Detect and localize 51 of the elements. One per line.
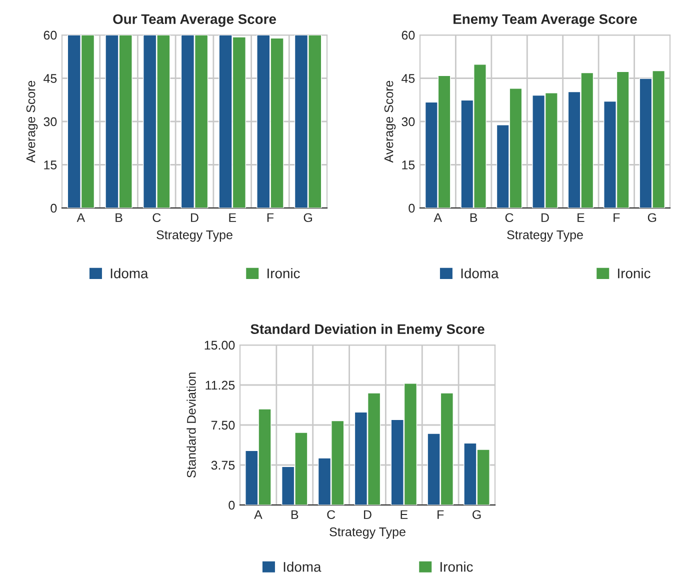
x-tick-label: E (578, 213, 584, 222)
y-tick-label: 45 (402, 74, 415, 83)
x-tick-label: A (434, 213, 442, 222)
y-tick-label: 30 (44, 117, 57, 126)
x-tick-label: E (400, 510, 408, 519)
chart-title: Enemy Team Average Score (454, 14, 637, 27)
y-tick-label: 0 (228, 500, 235, 510)
y-axis-title: Standard Deviation (186, 372, 196, 478)
x-tick-label: E (229, 213, 236, 222)
x-tick-label: G (648, 213, 656, 222)
x-tick-label: D (542, 213, 549, 222)
y-tick-label: 0 (408, 204, 415, 213)
x-axis-title: Strategy Type (507, 230, 583, 242)
x-tick-label: B (470, 213, 478, 222)
y-tick-label: 30 (402, 117, 415, 126)
legend-label: Ironic (440, 562, 473, 572)
legend-label: Ironic (268, 268, 300, 278)
y-tick-label: 60 (44, 30, 57, 40)
y-tick-label: 60 (402, 30, 415, 40)
y-tick-label: 3.75 (211, 460, 235, 470)
x-tick-label: F (267, 213, 274, 222)
x-tick-label: G (304, 213, 312, 222)
x-tick-label: F (438, 510, 444, 519)
y-tick-label: 15 (44, 160, 57, 170)
y-tick-label: 15.00 (204, 340, 235, 350)
x-tick-label: D (364, 510, 372, 519)
y-axis-title: Average Score (384, 80, 396, 163)
legend-label: Idoma (110, 268, 148, 278)
x-tick-label: C (152, 213, 161, 222)
x-tick-label: B (116, 213, 122, 222)
legend-label: Idoma (284, 562, 322, 572)
x-tick-label: C (505, 213, 514, 222)
y-tick-label: 11.25 (206, 380, 235, 390)
x-axis-title: Strategy Type (156, 230, 232, 242)
x-tick-label: F (614, 213, 620, 222)
legend-label: Ironic (618, 268, 650, 278)
x-tick-label: D (191, 213, 198, 222)
x-tick-label: A (76, 213, 86, 222)
chart-title: Standard Deviation in Enemy Score (250, 324, 484, 337)
x-axis-title: Strategy Type (330, 527, 406, 539)
y-tick-label: 15 (402, 160, 415, 170)
y-tick-label: 7.50 (211, 420, 235, 430)
x-tick-label: G (472, 510, 481, 520)
legend-label: Idoma (461, 268, 499, 278)
y-tick-label: 0 (50, 204, 57, 213)
chart-title: Our Team Average Score (113, 14, 276, 27)
x-tick-label: B (292, 510, 298, 519)
x-tick-label: A (254, 510, 262, 519)
y-tick-label: 45 (44, 74, 57, 83)
x-tick-label: C (327, 510, 336, 520)
y-axis-title: Average Score (26, 80, 38, 163)
